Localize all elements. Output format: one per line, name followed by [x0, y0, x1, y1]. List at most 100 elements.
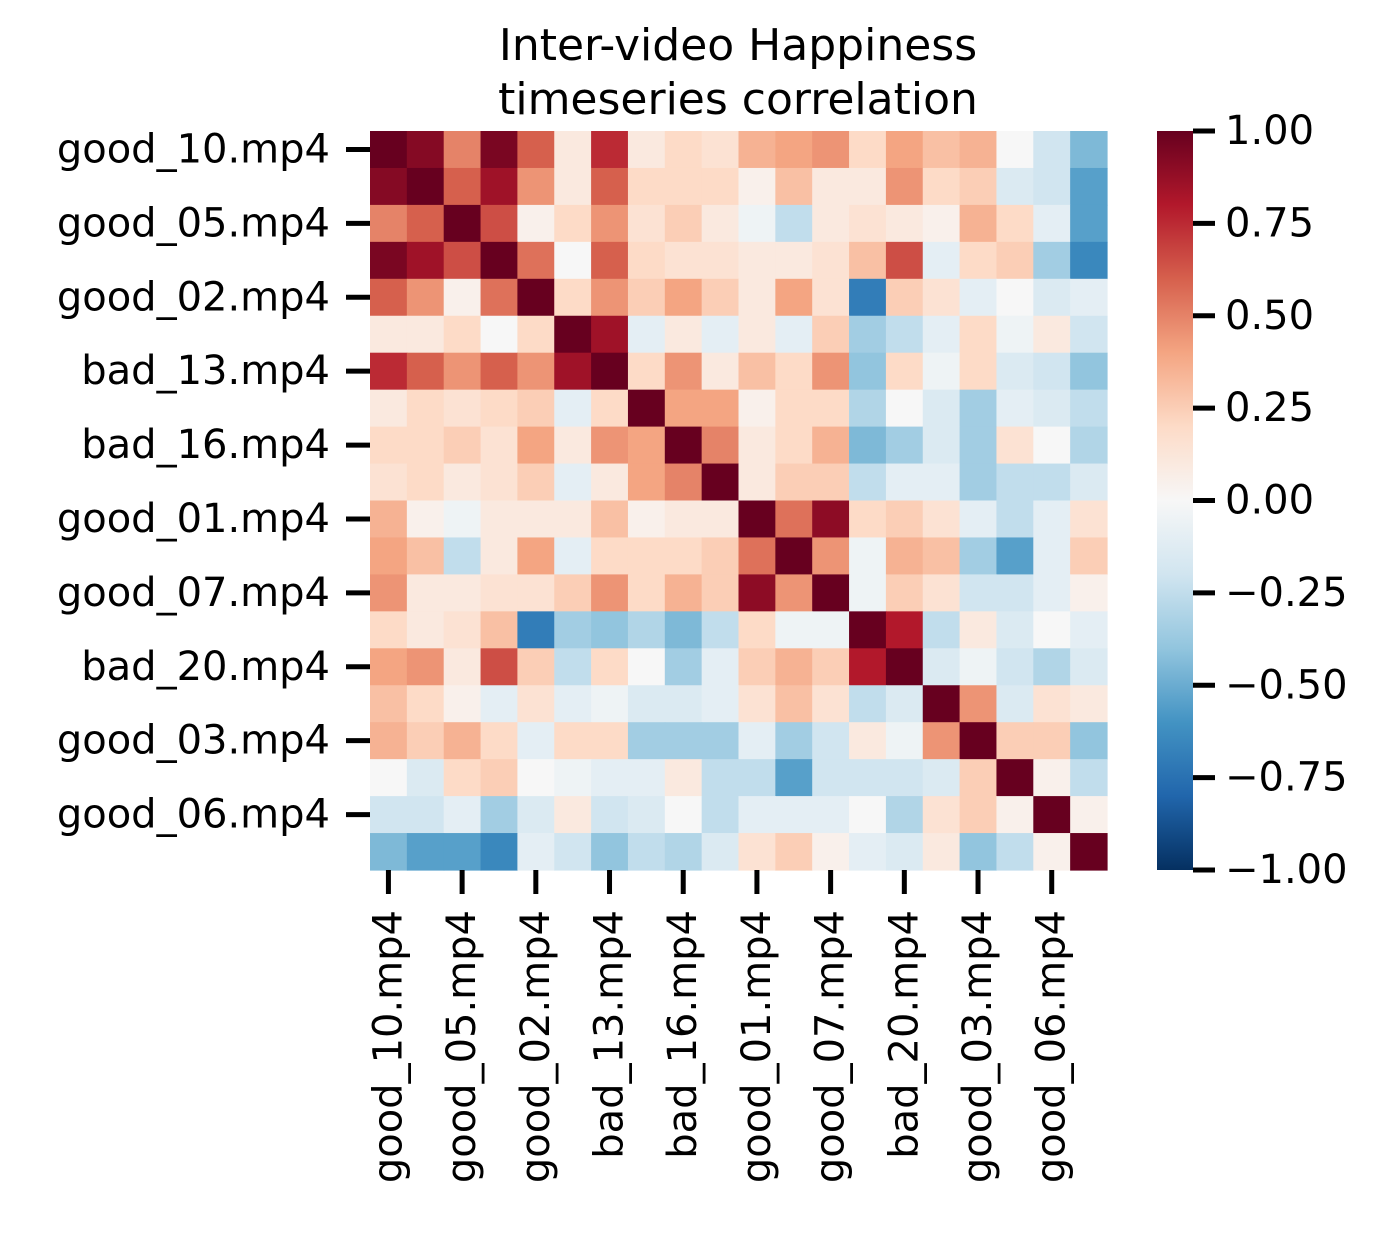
heatmap-cell-r3-c0 — [370, 241, 408, 280]
heatmap-cell-r7-c12 — [812, 389, 850, 428]
heatmap-cell-r17-c19 — [1070, 759, 1108, 797]
colorbar-tick-label: −0.50 — [1225, 662, 1348, 708]
colorbar — [1157, 131, 1193, 870]
heatmap-cell-r5-c6 — [591, 315, 629, 354]
heatmap-cell-r0-c8 — [664, 131, 703, 169]
heatmap-cell-r15-c18 — [1033, 685, 1071, 723]
heatmap-cell-r5-c17 — [996, 315, 1034, 354]
heatmap-cell-r15-c19 — [1070, 685, 1108, 723]
heatmap-cell-r15-c4 — [517, 685, 555, 723]
heatmap-cell-r1-c11 — [775, 167, 813, 206]
heatmap-cell-r5-c14 — [885, 315, 924, 354]
heatmap-cell-r9-c18 — [1033, 463, 1071, 502]
heatmap-cell-r0-c19 — [1070, 131, 1108, 169]
x-tick-label: good_07.mp4 — [808, 910, 854, 1183]
heatmap-cell-r16-c16 — [959, 722, 998, 760]
heatmap-cell-r9-c0 — [370, 463, 408, 502]
heatmap-cell-r13-c3 — [480, 611, 518, 649]
heatmap-cell-r2-c11 — [775, 204, 813, 243]
heatmap-cell-r1-c0 — [370, 167, 408, 206]
heatmap-cell-r5-c10 — [738, 315, 776, 354]
heatmap-cell-r13-c9 — [701, 611, 740, 649]
x-tick-label: good_05.mp4 — [439, 910, 485, 1183]
heatmap-cell-r15-c14 — [885, 685, 924, 723]
x-tick-label: good_10.mp4 — [365, 910, 411, 1183]
heatmap-cell-r2-c17 — [996, 204, 1034, 243]
heatmap-cell-r9-c15 — [922, 463, 961, 502]
heatmap-cell-r12-c4 — [517, 574, 555, 612]
heatmap-cell-r16-c17 — [996, 722, 1034, 760]
heatmap-cell-r1-c8 — [664, 167, 703, 206]
heatmap-cell-r13-c12 — [812, 611, 850, 649]
heatmap-cell-r18-c1 — [406, 796, 445, 834]
heatmap-cell-r14-c17 — [996, 648, 1034, 686]
heatmap-cell-r12-c12 — [812, 574, 850, 612]
heatmap-cell-r5-c3 — [480, 315, 518, 354]
heatmap-cell-r8-c3 — [480, 426, 518, 465]
colorbar-tick-label: 1.00 — [1225, 108, 1314, 154]
heatmap-cell-r4-c18 — [1033, 278, 1071, 317]
heatmap-cell-r2-c0 — [370, 204, 408, 243]
heatmap-cell-r10-c16 — [959, 500, 998, 539]
heatmap-cell-r8-c14 — [885, 426, 924, 465]
heatmap-cell-r3-c1 — [406, 241, 445, 280]
heatmap-cell-r3-c2 — [443, 241, 482, 280]
heatmap-cell-r9-c14 — [885, 463, 924, 502]
heatmap-cell-r8-c19 — [1070, 426, 1108, 465]
heatmap-cell-r6-c17 — [996, 352, 1034, 391]
heatmap-cell-r4-c3 — [480, 278, 518, 317]
heatmap-cell-r5-c13 — [849, 315, 887, 354]
heatmap-cell-r14-c18 — [1033, 648, 1071, 686]
heatmap-cell-r6-c10 — [738, 352, 776, 391]
heatmap-cell-r17-c10 — [738, 759, 776, 797]
heatmap-cell-r8-c4 — [517, 426, 555, 465]
heatmap-cell-r5-c18 — [1033, 315, 1071, 354]
heatmap-cell-r0-c5 — [554, 131, 592, 169]
heatmap-cell-r11-c0 — [370, 537, 408, 575]
heatmap-cell-r7-c3 — [480, 389, 518, 428]
heatmap-cell-r10-c3 — [480, 500, 518, 539]
heatmap-cell-r8-c13 — [849, 426, 887, 465]
y-tick-label: bad_16.mp4 — [81, 422, 330, 468]
x-axis-ticks: good_10.mp4 good_05.mp4 good_02.mp4 bad_13.… — [365, 870, 1075, 1183]
y-tick-label: bad_13.mp4 — [81, 348, 330, 394]
heatmap-cell-r7-c0 — [370, 389, 408, 428]
heatmap-cell-r18-c2 — [443, 796, 482, 834]
heatmap-cell-r2-c9 — [701, 204, 740, 243]
heatmap-cell-r15-c0 — [370, 685, 408, 723]
heatmap-cell-r4-c13 — [849, 278, 887, 317]
heatmap-cell-r15-c12 — [812, 685, 850, 723]
heatmap-cell-r13-c16 — [959, 611, 998, 649]
heatmap-cell-r16-c9 — [701, 722, 740, 760]
heatmap-cell-r2-c18 — [1033, 204, 1071, 243]
heatmap-cell-r9-c12 — [812, 463, 850, 502]
heatmap-cell-r6-c3 — [480, 352, 518, 391]
heatmap-cell-r3-c16 — [959, 241, 998, 280]
heatmap-cell-r9-c6 — [591, 463, 629, 502]
heatmap-cell-r3-c9 — [701, 241, 740, 280]
heatmap-cell-r6-c14 — [885, 352, 924, 391]
y-tick-label: good_05.mp4 — [57, 200, 330, 246]
heatmap-cell-r15-c15 — [922, 685, 961, 723]
heatmap-cell-r12-c15 — [922, 574, 961, 612]
heatmap-cell-r18-c13 — [849, 796, 887, 834]
heatmap-cell-r10-c8 — [664, 500, 703, 539]
heatmap-cell-r6-c2 — [443, 352, 482, 391]
heatmap-cell-r4-c6 — [591, 278, 629, 317]
heatmap-cell-r7-c9 — [701, 389, 740, 428]
heatmap-cell-r8-c12 — [812, 426, 850, 465]
heatmap-cell-r5-c11 — [775, 315, 813, 354]
heatmap-cell-r11-c19 — [1070, 537, 1108, 575]
heatmap-cell-r4-c17 — [996, 278, 1034, 317]
heatmap-cell-r17-c15 — [922, 759, 961, 797]
heatmap-cell-r6-c12 — [812, 352, 850, 391]
heatmap-cell-r19-c9 — [701, 833, 740, 871]
heatmap-cell-r7-c17 — [996, 389, 1034, 428]
heatmap-cell-r18-c10 — [738, 796, 776, 834]
heatmap-cell-r16-c14 — [885, 722, 924, 760]
heatmap-cell-r10-c7 — [627, 500, 666, 539]
heatmap-cell-r19-c15 — [922, 833, 961, 871]
heatmap-cell-r12-c16 — [959, 574, 998, 612]
heatmap-cell-r19-c7 — [627, 833, 666, 871]
heatmap-cell-r17-c5 — [554, 759, 592, 797]
